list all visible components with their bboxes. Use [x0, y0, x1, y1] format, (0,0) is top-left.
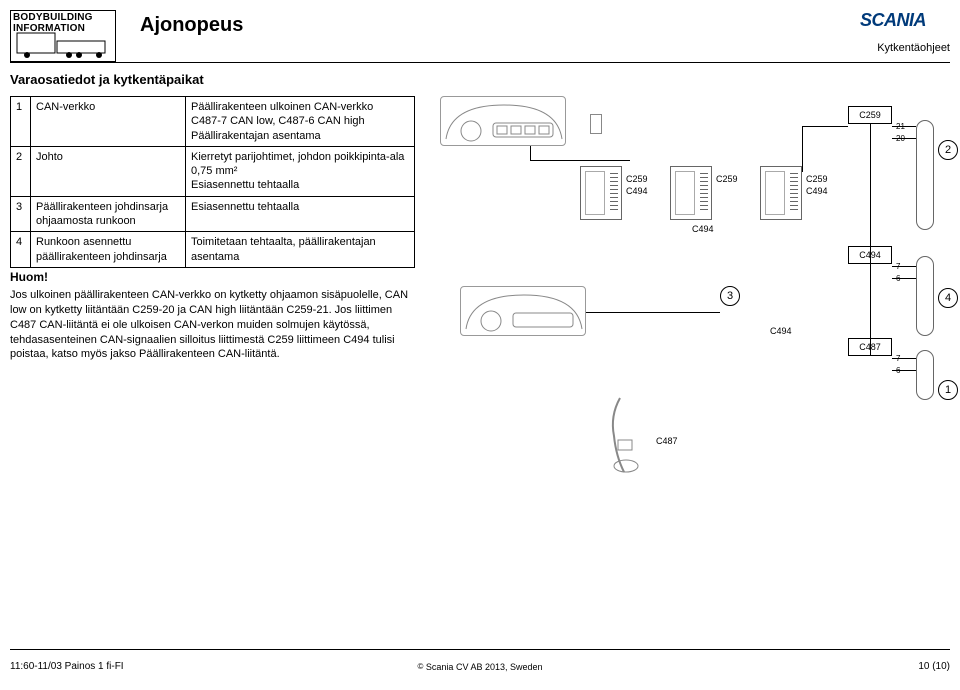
label-c494: C494 — [626, 186, 648, 196]
wire — [802, 126, 803, 172]
row-name: Päällirakenteen johdinsarja ohjaamosta r… — [31, 196, 186, 232]
row-name: CAN-verkko — [31, 97, 186, 147]
footer-center-text: Scania CV AB 2013, Sweden — [426, 662, 543, 672]
header-divider — [10, 62, 950, 63]
row-desc: Päällirakenteen ulkoinen CAN-verkko C487… — [186, 97, 415, 147]
footer-center: © Scania CV AB 2013, Sweden — [0, 662, 960, 672]
wire — [892, 370, 916, 371]
sensor-icon — [600, 396, 648, 476]
wire — [892, 266, 916, 267]
page-header: BODYBUILDING INFORMATION Ajonopeus SCANI… — [10, 10, 950, 70]
note-title: Huom! — [10, 270, 48, 284]
wire — [892, 126, 916, 127]
dashboard-bottom-icon — [460, 286, 586, 336]
label-c259: C259 — [626, 174, 648, 184]
callout-line — [586, 312, 720, 313]
label-c494: C494 — [806, 186, 828, 196]
circle-3: 3 — [720, 286, 740, 306]
circle-1: 1 — [938, 380, 958, 400]
wire — [802, 126, 848, 127]
wire — [870, 124, 871, 356]
scania-wordmark: SCANIA — [860, 10, 950, 31]
twisted-pair-icon — [916, 256, 934, 336]
parts-table: 1 CAN-verkko Päällirakenteen ulkoinen CA… — [10, 96, 415, 268]
section-title: Varaosatiedot ja kytkentäpaikat — [10, 72, 204, 87]
footer-divider — [10, 649, 950, 650]
twisted-pair-icon — [916, 350, 934, 400]
label-c259: C259 — [806, 174, 828, 184]
row-name: Johto — [31, 146, 186, 196]
bodybuilder-logo: BODYBUILDING INFORMATION — [10, 10, 116, 62]
label-c494: C494 — [692, 224, 714, 234]
table-row: 3 Päällirakenteen johdinsarja ohjaamosta… — [11, 196, 415, 232]
dashboard-top-icon — [440, 96, 566, 146]
truck-icon — [13, 29, 113, 59]
row-num: 4 — [11, 232, 31, 268]
row-num: 2 — [11, 146, 31, 196]
label-c494: C494 — [770, 326, 792, 336]
logo-text-1: BODYBUILDING — [11, 11, 115, 23]
twisted-pair-icon — [916, 120, 934, 230]
wire — [892, 358, 916, 359]
doc-title: Ajonopeus — [140, 14, 243, 37]
row-desc: Esiasennettu tehtaalla — [186, 196, 415, 232]
label-c259: C259 — [716, 174, 738, 184]
callout-line — [530, 160, 630, 161]
note-body: Jos ulkoinen päällirakenteen CAN-verkko … — [10, 288, 415, 362]
row-num: 3 — [11, 196, 31, 232]
row-desc: Kierretyt parijohtimet, johdon poikkipin… — [186, 146, 415, 196]
ecu-icon — [670, 166, 712, 220]
ecu-icon — [580, 166, 622, 220]
table-row: 1 CAN-verkko Päällirakenteen ulkoinen CA… — [11, 97, 415, 147]
connector-c259: C259 — [848, 106, 892, 124]
socket-icon — [590, 114, 602, 134]
table-row: 4 Runkoon asennettu päällirakenteen johd… — [11, 232, 415, 268]
circle-4: 4 — [938, 288, 958, 308]
row-num: 1 — [11, 97, 31, 147]
wire — [892, 278, 916, 279]
row-desc: Toimitetaan tehtaalta, päällirakentajan … — [186, 232, 415, 268]
wire — [892, 138, 916, 139]
label-c487: C487 — [656, 436, 678, 446]
table-row: 2 Johto Kierretyt parijohtimet, johdon p… — [11, 146, 415, 196]
ecu-icon — [760, 166, 802, 220]
circle-2: 2 — [938, 140, 958, 160]
footer-right: 10 (10) — [918, 661, 950, 672]
scania-logo: SCANIA — [860, 10, 950, 31]
right-note: Kytkentäohjeet — [877, 42, 950, 54]
row-name: Runkoon asennettu päällirakenteen johdin… — [31, 232, 186, 268]
wiring-diagram: C259 C494 C259 C494 C259 C494 C259 21 20… — [440, 96, 950, 506]
callout-line — [530, 146, 531, 160]
